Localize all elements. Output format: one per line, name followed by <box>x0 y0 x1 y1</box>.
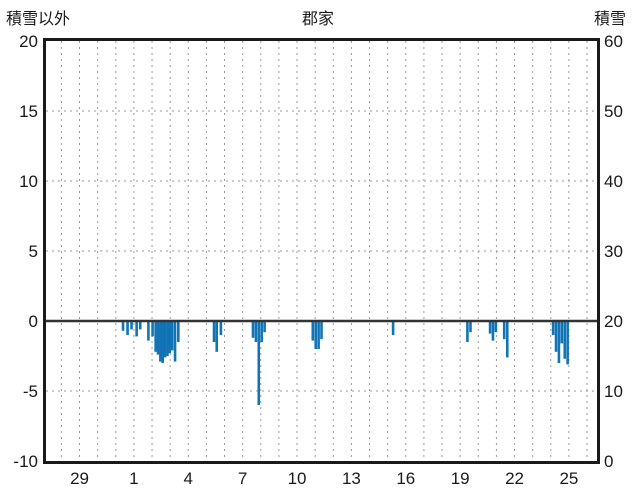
bar <box>173 321 177 362</box>
bar <box>126 321 129 335</box>
bar <box>215 321 219 352</box>
bar <box>551 321 555 335</box>
y-right-tick-label: 40 <box>604 172 623 191</box>
y-right-tick-label: 20 <box>604 312 623 331</box>
x-tick-label: 22 <box>505 469 524 488</box>
bar <box>257 321 261 405</box>
left-axis-title: 積雪以外 <box>6 11 71 28</box>
bar <box>260 321 263 342</box>
bar <box>156 321 160 355</box>
x-tick-label: 25 <box>559 469 578 488</box>
y-right-tick-label: 60 <box>604 32 623 51</box>
x-tick-label: 19 <box>451 469 470 488</box>
bar <box>151 321 154 337</box>
bar <box>469 321 472 333</box>
x-tick-label: 7 <box>238 469 247 488</box>
bar <box>121 321 125 331</box>
bar <box>168 321 172 354</box>
bar <box>502 321 506 340</box>
y-right-tick-label: 0 <box>604 452 613 471</box>
bar <box>488 321 492 334</box>
chart-title: 郡家 <box>301 11 334 28</box>
bar <box>161 321 165 363</box>
bar <box>138 321 142 330</box>
x-tick-label: 10 <box>288 469 307 488</box>
bar <box>254 321 258 342</box>
bar <box>130 321 133 330</box>
bar <box>163 321 167 358</box>
bar <box>154 321 157 352</box>
bar <box>560 321 564 344</box>
bar <box>554 321 558 352</box>
y-right-tick-label: 50 <box>604 102 623 121</box>
y-left-tick-label: -5 <box>23 382 38 401</box>
x-tick-label: 4 <box>184 469 193 488</box>
x-tick-label: 1 <box>129 469 138 488</box>
bar <box>219 321 223 335</box>
precipitation-bars <box>121 321 569 405</box>
right-axis-title: 積雪 <box>593 11 626 28</box>
bar <box>391 321 395 335</box>
bar <box>177 321 180 342</box>
bar <box>505 321 509 358</box>
bar <box>320 321 323 340</box>
y-left-tick-label: 0 <box>29 312 38 331</box>
y-right-tick-label: 30 <box>604 242 623 261</box>
bar <box>491 321 495 341</box>
y-left-tick-label: 15 <box>19 102 38 121</box>
bar <box>170 321 174 351</box>
x-tick-label: 13 <box>342 469 361 488</box>
bar <box>251 321 255 338</box>
bar <box>212 321 216 342</box>
bar <box>147 321 150 341</box>
bar <box>135 321 138 337</box>
y-left-tick-label: 5 <box>29 242 38 261</box>
left-axis-tick-labels: 20 15 10 5 0 -5 -10 <box>13 32 38 471</box>
bar <box>494 321 498 333</box>
bar <box>166 321 169 356</box>
x-tick-label: 16 <box>396 469 415 488</box>
bar <box>566 321 569 365</box>
x-tick-label: 29 <box>70 469 89 488</box>
bar <box>466 321 469 342</box>
y-left-tick-label: 20 <box>19 32 38 51</box>
y-right-tick-label: 10 <box>604 382 623 401</box>
bar <box>159 321 162 362</box>
plot-frame <box>43 38 600 464</box>
bar <box>311 321 315 341</box>
x-axis-tick-labels: 29 1 4 7 10 13 16 19 22 25 <box>70 469 578 488</box>
bar <box>563 321 567 359</box>
bar <box>557 321 561 363</box>
right-axis-tick-labels: 60 50 40 30 20 10 0 <box>604 32 623 471</box>
y-left-tick-label: 10 <box>19 172 38 191</box>
bar <box>317 321 320 349</box>
y-left-tick-label: -10 <box>13 452 38 471</box>
horizontal-gridlines <box>46 110 597 392</box>
bar <box>314 321 317 349</box>
bar <box>263 321 266 333</box>
